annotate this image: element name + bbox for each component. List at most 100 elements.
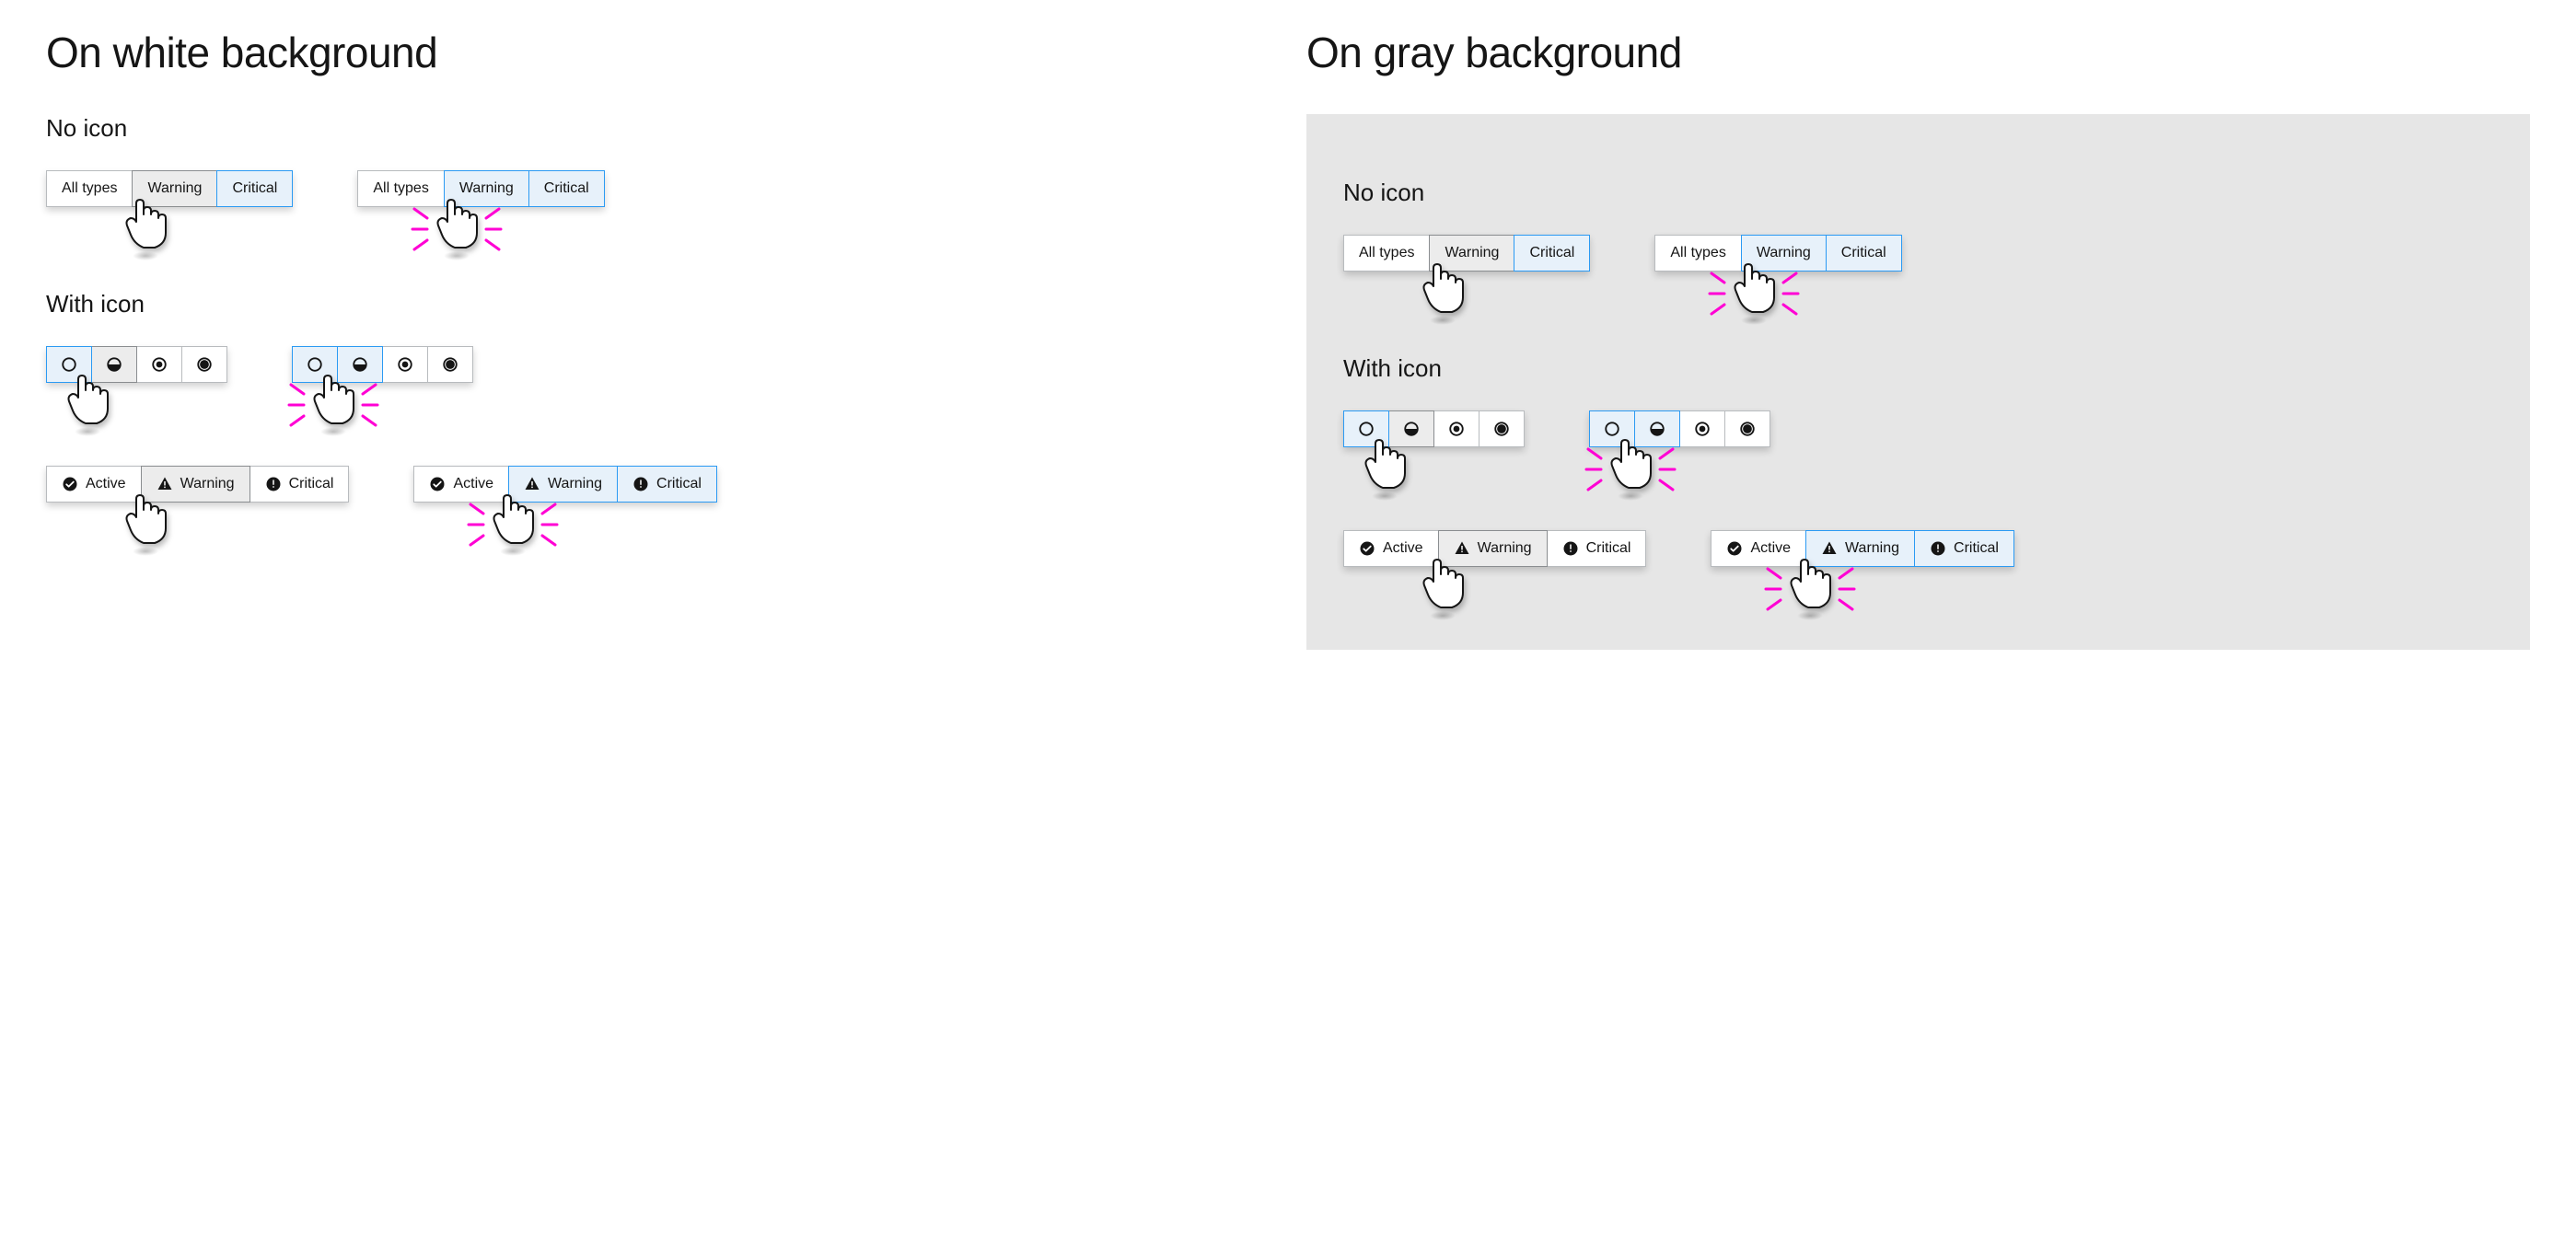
toggle-critical[interactable]: Critical [617, 466, 717, 503]
column-gray-bg: On gray background No iconAll typesWarni… [1288, 28, 2548, 650]
toggle-warning[interactable]: Warning [1741, 235, 1827, 272]
heading-white-bg: On white background [46, 28, 1270, 77]
toggle-label: All types [62, 180, 117, 197]
toggle-circle-filled[interactable] [181, 346, 227, 383]
toggle-label: Critical [1529, 245, 1574, 261]
toggle-all-types[interactable]: All types [357, 170, 444, 207]
toggle-label: Active [86, 476, 126, 492]
toggle-active[interactable]: Active [413, 466, 509, 503]
toggle-group [1343, 410, 1525, 447]
toggle-label: All types [1359, 245, 1414, 261]
subheading-with_icon: With icon [1343, 354, 2493, 383]
cursor-shadow [75, 427, 100, 436]
circle-outline-icon [307, 356, 323, 373]
toggle-warning[interactable]: Warning [1438, 530, 1548, 567]
toggle-warning[interactable]: Warning [141, 466, 250, 503]
example-row [1343, 410, 2493, 447]
toggle-circle-outline[interactable] [1589, 410, 1635, 447]
toggle-circle-half[interactable] [1388, 410, 1434, 447]
toggle-critical[interactable]: Critical [1826, 235, 1902, 272]
circle-outline-icon [1358, 421, 1375, 437]
toggle-group-wrap [1343, 410, 1525, 447]
circle-filled-icon [1493, 421, 1510, 437]
cursor-shadow [320, 427, 346, 436]
heading-gray-bg: On gray background [1306, 28, 2530, 77]
toggle-group [46, 346, 227, 383]
toggle-group: All typesWarning Critical [1654, 235, 1901, 272]
toggle-warning[interactable]: Warning [132, 170, 217, 207]
toggle-group-wrap: Active Warning Critical [46, 466, 349, 503]
click-rays-icon [1764, 561, 1856, 617]
toggle-critical[interactable]: Critical [1547, 530, 1647, 567]
toggle-active[interactable]: Active [1711, 530, 1806, 567]
toggle-group-wrap [292, 346, 473, 383]
toggle-circle-outline[interactable] [46, 346, 92, 383]
toggle-label: Active [1750, 540, 1791, 557]
circle-dot-icon [397, 356, 413, 373]
circle-filled-icon [442, 356, 458, 373]
cursor-shadow [1618, 491, 1643, 501]
toggle-label: Critical [232, 180, 277, 197]
toggle-critical[interactable]: Critical [1514, 235, 1590, 272]
cursor-shadow [133, 251, 158, 260]
toggle-critical[interactable]: Critical [249, 466, 350, 503]
toggle-warning[interactable]: Warning [444, 170, 529, 207]
click-rays-icon [1708, 266, 1800, 321]
toggle-label: Critical [656, 476, 702, 492]
toggle-circle-half[interactable] [91, 346, 137, 383]
toggle-all-types[interactable]: All types [46, 170, 133, 207]
toggle-circle-filled[interactable] [427, 346, 473, 383]
toggle-label: Warning [1478, 540, 1532, 557]
subheading-no_icon: No icon [46, 114, 1270, 143]
exclaim-circle-icon [265, 476, 282, 492]
cursor-shadow [1430, 611, 1456, 620]
toggle-critical[interactable]: Critical [216, 170, 293, 207]
cursor-shadow [133, 547, 158, 556]
toggle-group-wrap: All typesWarning Critical [1654, 235, 1901, 272]
cursor-shadow [444, 251, 470, 260]
toggle-circle-dot[interactable] [1679, 410, 1725, 447]
toggle-circle-half[interactable] [1634, 410, 1680, 447]
toggle-label: Warning [1845, 540, 1899, 557]
toggle-group: All types Warning Critical [357, 170, 604, 207]
toggle-label: Warning [147, 180, 202, 197]
toggle-active[interactable]: Active [46, 466, 142, 503]
check-circle-icon [1726, 540, 1743, 557]
toggle-label: Critical [1841, 245, 1886, 261]
circle-dot-icon [1694, 421, 1711, 437]
toggle-circle-dot[interactable] [1433, 410, 1479, 447]
warning-triangle-icon [524, 476, 540, 492]
circle-half-icon [352, 356, 368, 373]
toggle-warning[interactable]: Warning [508, 466, 618, 503]
toggle-circle-dot[interactable] [382, 346, 428, 383]
exclaim-circle-icon [1930, 540, 1946, 557]
toggle-label: Warning [1445, 245, 1499, 261]
toggle-critical[interactable]: Critical [528, 170, 605, 207]
toggle-circle-outline[interactable] [1343, 410, 1389, 447]
toggle-group: Active Warning Critical [1343, 530, 1646, 567]
toggle-circle-dot[interactable] [136, 346, 182, 383]
toggle-label: Critical [1954, 540, 1999, 557]
click-rays-icon [411, 202, 503, 257]
toggle-group: Active Warning Critical [46, 466, 349, 503]
check-circle-icon [1359, 540, 1375, 557]
toggle-group-wrap [1589, 410, 1770, 447]
cursor-shadow [1372, 491, 1398, 501]
toggle-group-wrap: All types Warning Critical [357, 170, 604, 207]
toggle-all-types[interactable]: All types [1343, 235, 1430, 272]
circle-outline-icon [1604, 421, 1620, 437]
toggle-circle-outline[interactable] [292, 346, 338, 383]
toggle-circle-filled[interactable] [1724, 410, 1770, 447]
toggle-group: All types Warning Critical [1343, 235, 1590, 272]
toggle-circle-half[interactable] [337, 346, 383, 383]
toggle-warning[interactable]: Warning [1805, 530, 1915, 567]
toggle-label: Warning [459, 180, 514, 197]
exclaim-circle-icon [632, 476, 649, 492]
toggle-warning[interactable]: Warning [1429, 235, 1514, 272]
toggle-circle-filled[interactable] [1479, 410, 1525, 447]
toggle-group-wrap: All types Warning Critical [46, 170, 293, 207]
toggle-label: Warning [180, 476, 235, 492]
toggle-active[interactable]: Active [1343, 530, 1439, 567]
toggle-critical[interactable]: Critical [1914, 530, 2014, 567]
toggle-all-types[interactable]: All types [1654, 235, 1741, 272]
